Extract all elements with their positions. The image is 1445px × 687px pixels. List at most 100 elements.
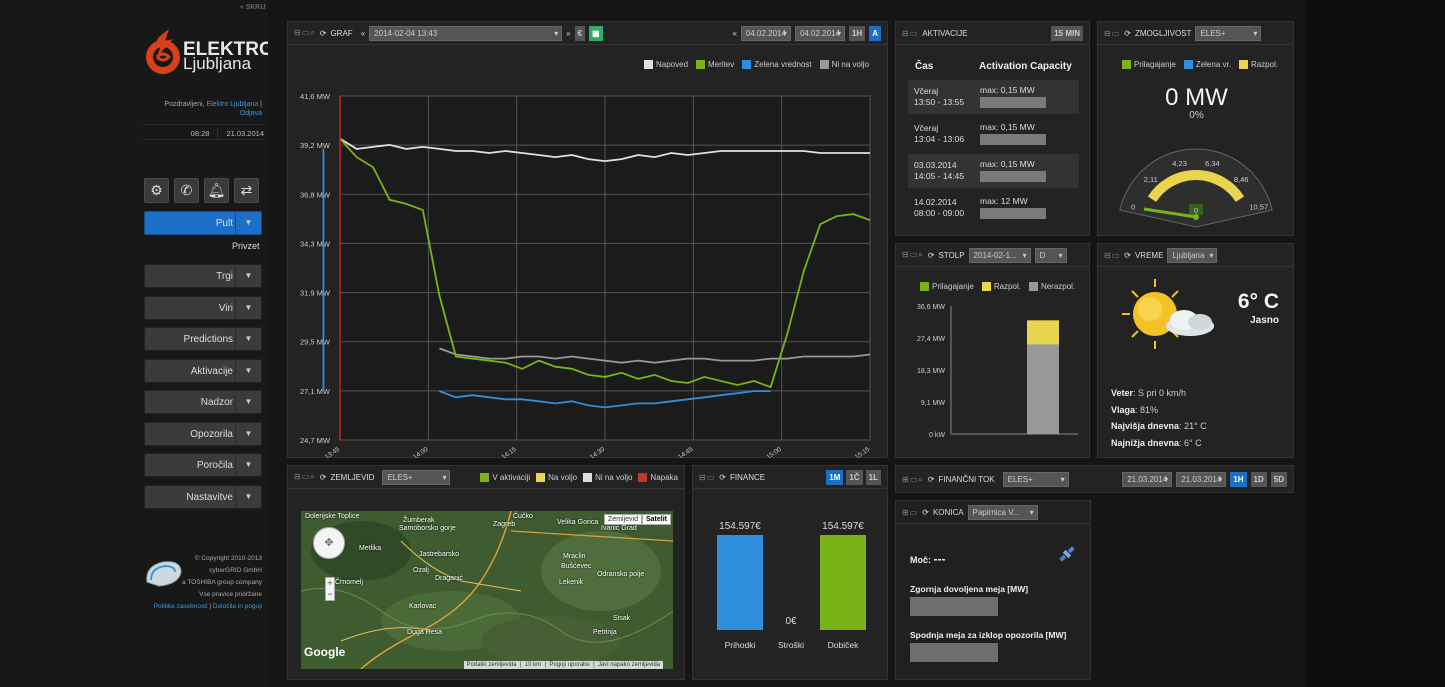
range-1m-button[interactable]: 1M xyxy=(826,469,844,485)
activation-time: Včeraj 13:50 - 13:55 xyxy=(914,86,964,108)
gauge-pivot xyxy=(1193,214,1199,220)
activation-row[interactable]: 14.02.2014 08:00 - 09:00 max: 12 MW xyxy=(908,191,1079,225)
nav-aktivacije[interactable]: Aktivacije ▼ xyxy=(144,359,262,383)
date-from-field[interactable]: 04.02.2014 xyxy=(740,25,791,41)
currency-button[interactable]: € xyxy=(574,25,586,41)
aktivacije-title: AKTIVACIJE xyxy=(922,28,968,38)
window-controls-icon[interactable]: ⊟▭ xyxy=(1104,250,1121,260)
prev-arrow-icon[interactable]: « xyxy=(360,28,366,38)
refresh-icon[interactable]: ⟳ xyxy=(927,250,935,260)
zmogljivost-select[interactable]: ELES+ xyxy=(1195,25,1262,41)
window-controls-icon[interactable]: ⊟▭ xyxy=(699,472,716,482)
next-arrow-icon[interactable]: » xyxy=(566,28,571,38)
range-5d-button[interactable]: 5D xyxy=(1270,472,1287,487)
map-pan-control-icon[interactable]: ✥ xyxy=(313,527,345,559)
window-controls-icon[interactable]: ⊟▭ xyxy=(1104,28,1121,38)
weather-details: Veter: S pri 0 km/h Vlaga: 81% Najvišja dn… xyxy=(1111,385,1207,451)
toolbar: ⚙ ✆ 🔔︎ ⇄ xyxy=(144,178,259,203)
range-1h-button[interactable]: 1H xyxy=(1230,472,1247,487)
nav-label: Nastavitve xyxy=(186,492,233,503)
legend-swatch xyxy=(1238,60,1248,69)
bell-icon[interactable]: 🔔︎ xyxy=(204,178,229,203)
refresh-icon[interactable]: ⟳ xyxy=(927,475,935,484)
refresh-icon[interactable]: ⟳ xyxy=(1124,28,1131,38)
chevron-down-icon[interactable]: ▼ xyxy=(235,391,261,413)
activation-row[interactable]: Včeraj 13:50 - 13:55 max: 0,15 MW xyxy=(908,80,1079,114)
map-place-label: Metlika xyxy=(359,545,382,552)
user-link[interactable]: Elektro Ljubljana xyxy=(206,101,259,108)
refresh-icon[interactable]: ⇄ xyxy=(234,178,259,203)
privacy-link[interactable]: Politika zasebnosti xyxy=(153,603,208,610)
chevron-down-icon[interactable]: ▼ xyxy=(235,297,261,319)
nav-opozorila[interactable]: Opozorila ▼ xyxy=(144,422,262,446)
gauge-tick-label: 4,23 xyxy=(1172,159,1187,168)
range-1d-button[interactable]: 1D xyxy=(1250,472,1267,487)
prev-period-icon[interactable]: « xyxy=(732,28,737,38)
refresh-icon[interactable]: ⟳ xyxy=(319,472,327,482)
nav-predictions[interactable]: Predictions ▼ xyxy=(144,327,262,351)
window-controls-icon[interactable]: ⊟▭⌕ xyxy=(294,472,316,481)
refresh-icon[interactable]: ⟳ xyxy=(719,472,726,482)
upper-limit-input[interactable] xyxy=(910,597,998,616)
konica-select[interactable]: Papirnica V... xyxy=(967,504,1038,520)
window-controls-icon[interactable]: ⊟▭⌕ xyxy=(294,28,316,37)
date-to-field[interactable]: 04.02.2014 xyxy=(794,25,845,41)
window-controls-icon[interactable]: ⊞▭ xyxy=(902,507,919,517)
range-1h-button[interactable]: 1H xyxy=(848,25,866,41)
chevron-down-icon[interactable]: ▼ xyxy=(235,486,261,508)
privzet-label[interactable]: Privzet xyxy=(232,241,260,251)
zemljevid-select[interactable]: ELES+ xyxy=(382,469,451,485)
legend-item: Razpol. xyxy=(981,282,1021,291)
activation-capacity: max: 0,15 MW xyxy=(980,159,1035,169)
hide-sidebar-link[interactable]: « SKRIJ xyxy=(240,4,266,11)
ft-date-to-field[interactable]: 21.03.2014 xyxy=(1176,472,1227,487)
graf-datetime-select[interactable]: 2014-02-04 13:43 xyxy=(369,25,563,41)
range-a-button[interactable]: A xyxy=(869,25,881,41)
city-select[interactable]: Ljubljana xyxy=(1167,247,1218,263)
map-view[interactable]: Dolenjske Toplice Žumberak Samoborsko gorj… xyxy=(301,511,673,669)
map-zoom-control[interactable]: + − xyxy=(325,577,335,601)
satellite-type-button[interactable]: Satelit xyxy=(641,514,671,525)
chevron-down-icon[interactable]: ▼ xyxy=(235,360,261,382)
chevron-down-icon[interactable]: ▼ xyxy=(235,423,261,445)
nav-nastavitve[interactable]: Nastavitve ▼ xyxy=(144,485,262,509)
logout-link[interactable]: Odjava xyxy=(239,110,262,117)
refresh-icon[interactable]: ⟳ xyxy=(1124,250,1131,260)
zmogljivost-panel: ⊟▭ ⟳ ZMOGLJIVOST ELES+ Prilagajanje Zelen… xyxy=(1097,21,1294,236)
phone-icon[interactable]: ✆ xyxy=(174,178,199,203)
y-tick-label: 39,2 MW xyxy=(300,141,331,150)
activation-row[interactable]: Včeraj 13:04 - 13:06 max: 0,15 MW xyxy=(908,117,1079,151)
ft-date-from-field[interactable]: 21.03.2014 xyxy=(1122,472,1173,487)
map-footer[interactable]: Podatki zemljevida | 10 km | Pogoji upor… xyxy=(463,661,663,669)
nav-porocila[interactable]: Poročila ▼ xyxy=(144,453,262,477)
chevron-down-icon[interactable]: ▼ xyxy=(235,454,261,476)
stolp-period-select[interactable]: D xyxy=(1034,247,1067,263)
range-1l-button[interactable]: 1L xyxy=(865,469,881,485)
window-controls-icon[interactable]: ⊞▭⌕ xyxy=(902,474,924,484)
nav-viri[interactable]: Viri ▼ xyxy=(144,296,262,320)
map-type-button[interactable]: Zemljevid xyxy=(604,514,642,525)
weather-row: Najnižja dnevna: 6° C xyxy=(1111,437,1202,448)
window-controls-icon[interactable]: ⊟▭ xyxy=(902,28,919,38)
excel-export-icon[interactable]: ▦ xyxy=(589,25,603,41)
nav-pult[interactable]: Pult ▼ xyxy=(144,211,262,235)
stolp-date-select[interactable]: 2014-02-1... xyxy=(968,247,1031,263)
chevron-down-icon[interactable]: ▼ xyxy=(235,212,261,234)
settings-gear-icon[interactable]: ⚙ xyxy=(144,178,169,203)
terms-link[interactable]: Določila in pogoji xyxy=(212,603,262,610)
interval-15min-button[interactable]: 15 MIN xyxy=(1051,25,1083,41)
chevron-down-icon[interactable]: ▼ xyxy=(235,328,261,350)
range-1c-button[interactable]: 1Č xyxy=(846,469,863,485)
refresh-icon[interactable]: ⟳ xyxy=(922,507,929,517)
financni-tok-select[interactable]: ELES+ xyxy=(1002,472,1069,487)
window-controls-icon[interactable]: ⊟▭⌕ xyxy=(902,250,924,259)
nav-nadzor[interactable]: Nadzor ▼ xyxy=(144,390,262,414)
nav-trgi[interactable]: Trgi ▼ xyxy=(144,264,262,288)
legend-item: Prilagajanje xyxy=(1122,60,1176,69)
legend-swatch xyxy=(742,60,752,69)
refresh-icon[interactable]: ⟳ xyxy=(319,28,327,38)
lower-limit-input[interactable] xyxy=(910,643,998,662)
vreme-header: ⊟▭ ⟳ VREME Ljubljana xyxy=(1098,244,1293,267)
chevron-down-icon[interactable]: ▼ xyxy=(235,265,261,287)
activation-row[interactable]: 03.03.2014 14:05 - 14:45 max: 0,15 MW xyxy=(908,154,1079,188)
